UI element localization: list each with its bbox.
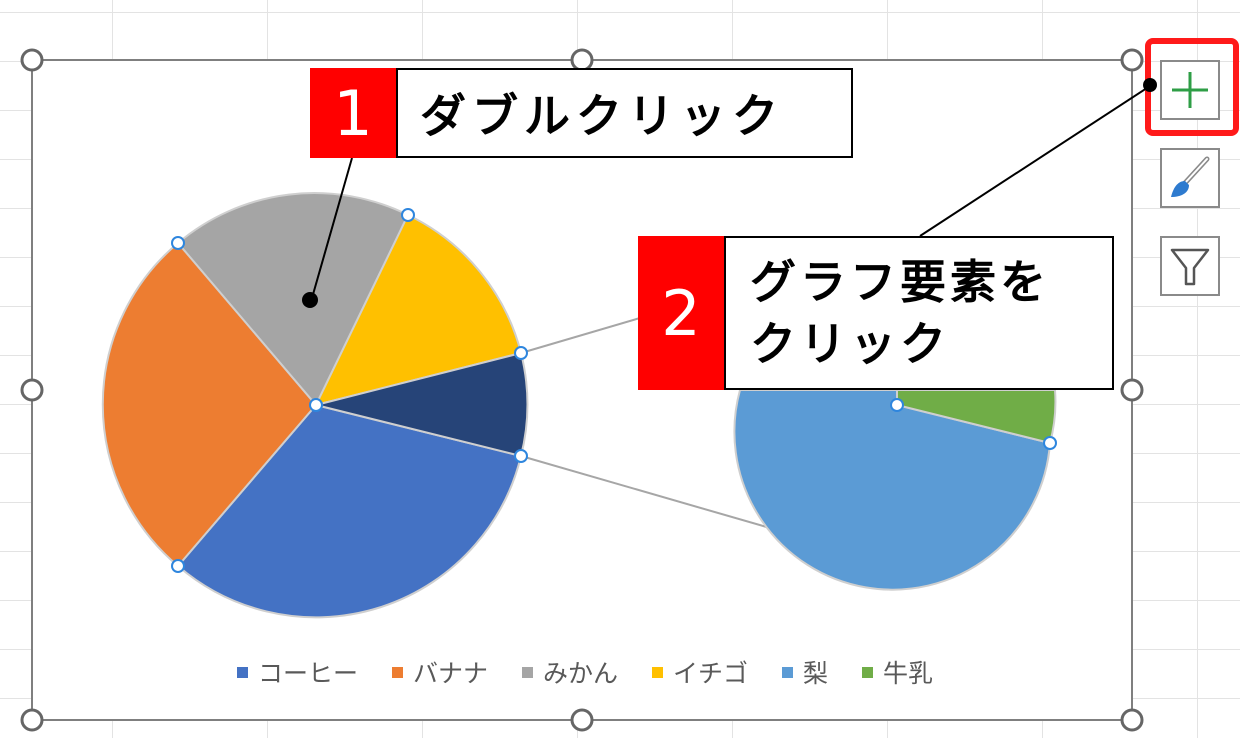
legend-entry[interactable]: イチゴ: [652, 654, 748, 690]
chart-elements-button[interactable]: [1160, 60, 1220, 120]
selection-handle[interactable]: [1043, 436, 1057, 450]
resize-handle-right[interactable]: [1120, 378, 1144, 402]
legend-swatch: [782, 666, 794, 678]
legend-label: イチゴ: [673, 659, 749, 688]
chart-styles-button[interactable]: [1160, 148, 1220, 208]
selection-handle[interactable]: [890, 398, 904, 412]
resize-handle-top[interactable]: [570, 48, 594, 72]
legend-swatch: [652, 666, 663, 678]
selection-handle[interactable]: [514, 449, 528, 463]
legend-entry[interactable]: バナナ: [391, 654, 488, 690]
callout2-pointer-line: [919, 85, 1151, 237]
legend-swatch: [236, 666, 248, 678]
selection-handle[interactable]: [171, 559, 185, 573]
filter-icon: [1170, 248, 1210, 286]
legend-swatch: [862, 666, 874, 678]
callout1-pointer-line: [311, 157, 353, 299]
pie-slice-mikan[interactable]: [176, 192, 410, 407]
brush-icon: [1171, 156, 1210, 197]
legend-label: コーヒー: [257, 659, 358, 688]
callout1-pointer-dot: [302, 292, 318, 308]
resize-handle-left[interactable]: [20, 378, 44, 402]
legend-label: みかん: [542, 659, 618, 688]
main-pie[interactable]: [101, 192, 529, 619]
callout-1-text: ダブルクリック: [396, 68, 853, 158]
selection-handle[interactable]: [171, 236, 185, 250]
legend-label: 牛乳: [883, 659, 934, 688]
plus-icon: [1172, 72, 1208, 108]
pie-slice-banana[interactable]: [101, 241, 318, 568]
resize-handle-top-right[interactable]: [1120, 48, 1144, 72]
legend-entry[interactable]: コーヒー: [236, 654, 358, 690]
callout-2: 2 グラフ要素を クリック: [638, 236, 1114, 390]
chart-resize-handles[interactable]: [20, 48, 1144, 732]
legend-label: 梨: [803, 659, 829, 688]
callout-2-line1: グラフ要素を: [750, 255, 1050, 309]
callout-2-text: グラフ要素を クリック: [724, 236, 1114, 390]
callout-2-line2: クリック: [750, 317, 950, 371]
pie-slice-nashi[interactable]: [733, 389, 1052, 591]
highlight-box: [1145, 38, 1239, 136]
selection-handle[interactable]: [401, 208, 415, 222]
legend-swatch: [391, 666, 403, 678]
legend-label: バナナ: [412, 659, 488, 688]
resize-handle-top-left[interactable]: [20, 48, 44, 72]
pie-slice-coffee[interactable]: [176, 403, 523, 619]
selection-handle[interactable]: [514, 346, 528, 360]
legend-entry[interactable]: 梨: [782, 654, 828, 690]
resize-handle-bottom[interactable]: [570, 708, 594, 732]
resize-handle-bottom-left[interactable]: [20, 708, 44, 732]
resize-handle-bottom-right[interactable]: [1120, 708, 1144, 732]
chart-legend[interactable]: コーヒー バナナ みかん イチゴ 梨 牛乳: [0, 652, 1170, 692]
callout-1-number: 1: [310, 68, 396, 158]
callout-2-number: 2: [638, 236, 724, 390]
pie-slice-ichigo[interactable]: [314, 213, 523, 407]
callout-1: 1 ダブルクリック: [310, 68, 853, 158]
legend-entry[interactable]: 牛乳: [862, 654, 933, 690]
series-selection-handles[interactable]: [171, 208, 1057, 573]
legend-entry[interactable]: みかん: [521, 654, 618, 690]
legend-swatch: [521, 666, 533, 678]
selection-handle[interactable]: [309, 398, 323, 412]
secondary-pie[interactable]: [733, 389, 1057, 591]
chart-filters-button[interactable]: [1160, 236, 1220, 296]
connector-line-top: [520, 317, 641, 354]
callout2-pointer-dot: [1143, 78, 1157, 92]
